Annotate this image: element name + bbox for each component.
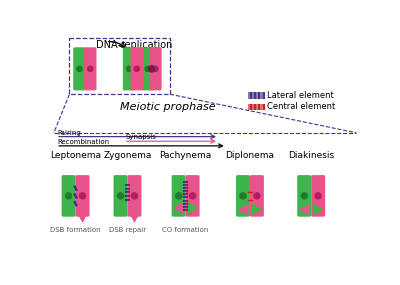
Circle shape <box>134 66 140 72</box>
FancyBboxPatch shape <box>114 175 128 217</box>
Text: Pairing: Pairing <box>57 130 81 136</box>
Text: Diakinesis: Diakinesis <box>288 151 334 160</box>
Circle shape <box>145 66 150 72</box>
Bar <box>248 103 265 110</box>
Circle shape <box>148 66 155 72</box>
FancyBboxPatch shape <box>250 175 264 217</box>
Text: Synapsis: Synapsis <box>125 135 156 141</box>
FancyBboxPatch shape <box>142 47 154 90</box>
FancyBboxPatch shape <box>131 47 143 90</box>
Bar <box>252 92 254 99</box>
FancyBboxPatch shape <box>311 175 325 217</box>
Circle shape <box>254 193 260 199</box>
Text: Meiotic prophase: Meiotic prophase <box>120 102 215 112</box>
Polygon shape <box>131 216 138 223</box>
Circle shape <box>80 193 86 199</box>
Polygon shape <box>238 203 248 215</box>
Text: DSB formation: DSB formation <box>50 227 101 233</box>
Circle shape <box>132 193 138 199</box>
Bar <box>248 92 250 99</box>
Circle shape <box>301 193 307 199</box>
FancyBboxPatch shape <box>76 175 90 217</box>
Text: DSB repair: DSB repair <box>109 227 146 233</box>
Circle shape <box>176 193 182 199</box>
Circle shape <box>88 66 93 72</box>
Text: CO formation: CO formation <box>162 227 209 233</box>
FancyBboxPatch shape <box>84 47 96 90</box>
Text: Leptonema: Leptonema <box>50 151 101 160</box>
Text: Central element: Central element <box>267 103 335 111</box>
Bar <box>260 103 263 110</box>
FancyBboxPatch shape <box>73 47 86 90</box>
Text: Zygonema: Zygonema <box>103 151 152 160</box>
Circle shape <box>118 193 124 199</box>
Polygon shape <box>79 216 86 223</box>
Polygon shape <box>313 203 324 215</box>
Circle shape <box>190 193 196 199</box>
Bar <box>256 103 258 110</box>
Text: Recombination: Recombination <box>57 139 109 145</box>
Text: Lateral element: Lateral element <box>267 91 334 100</box>
FancyBboxPatch shape <box>172 175 186 217</box>
FancyBboxPatch shape <box>62 175 76 217</box>
Circle shape <box>77 66 82 72</box>
Circle shape <box>126 66 132 72</box>
FancyBboxPatch shape <box>128 175 142 217</box>
Circle shape <box>240 193 246 199</box>
FancyBboxPatch shape <box>297 175 311 217</box>
Circle shape <box>153 66 158 72</box>
Polygon shape <box>299 203 310 215</box>
Text: DNA replication: DNA replication <box>96 40 173 50</box>
Bar <box>248 103 250 110</box>
FancyBboxPatch shape <box>186 175 200 217</box>
Circle shape <box>66 193 72 199</box>
Bar <box>256 92 258 99</box>
FancyBboxPatch shape <box>123 47 135 90</box>
Text: Pachynema: Pachynema <box>160 151 212 160</box>
Text: Diplonema: Diplonema <box>226 151 274 160</box>
Polygon shape <box>173 202 184 215</box>
Bar <box>260 92 263 99</box>
Circle shape <box>315 193 321 199</box>
Polygon shape <box>187 202 198 215</box>
FancyBboxPatch shape <box>236 175 250 217</box>
Polygon shape <box>252 203 262 215</box>
Bar <box>252 103 254 110</box>
FancyBboxPatch shape <box>149 47 162 90</box>
Bar <box>248 92 265 99</box>
